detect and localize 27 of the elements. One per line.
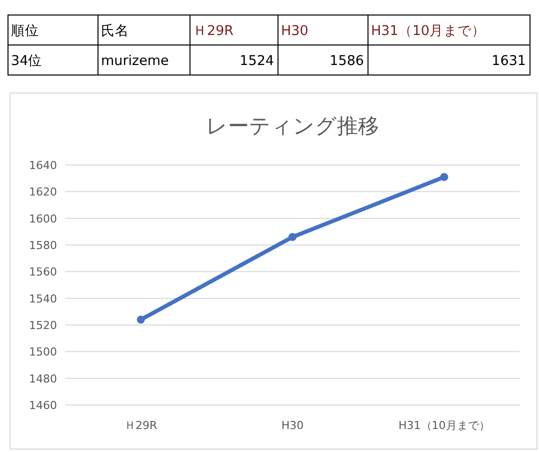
y-tick-label: 1480: [29, 372, 57, 386]
x-tick-label: Ｈ29R: [124, 419, 158, 432]
x-tick-label: H31（10月まで）: [398, 419, 490, 432]
text: Ｈ29R: [193, 23, 234, 39]
y-tick-label: 1560: [29, 266, 57, 279]
y-tick-label: 1620: [29, 186, 57, 199]
y-tick-label: 1600: [29, 212, 57, 226]
x-tick-label: H30: [281, 419, 304, 432]
text: 1631: [492, 53, 526, 69]
text: 34位: [11, 53, 42, 69]
y-tick-label: 1540: [29, 292, 57, 306]
text: H31（10月まで）: [371, 23, 486, 39]
y-tick-label: 1500: [29, 346, 57, 359]
text: 1586: [330, 53, 364, 69]
point: [440, 173, 448, 181]
y-tick-label: 1640: [29, 159, 57, 172]
y-tick-label: 1520: [29, 319, 57, 332]
text: 1524: [240, 53, 274, 69]
chart-title: レーティング推移: [206, 114, 379, 138]
y-tick-label: 1580: [29, 239, 57, 252]
text: murizeme: [101, 53, 169, 69]
point: [136, 316, 145, 324]
text: H30: [281, 23, 308, 39]
y-tick-label: 1460: [29, 399, 57, 412]
text: 氏名: [101, 23, 129, 39]
text: 順位: [11, 23, 39, 39]
point: [288, 233, 296, 241]
